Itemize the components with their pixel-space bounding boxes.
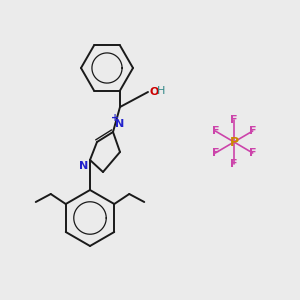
Text: N: N <box>79 161 88 171</box>
Text: O: O <box>149 87 158 97</box>
Text: F: F <box>230 159 238 169</box>
Text: F: F <box>212 148 219 158</box>
Text: F: F <box>249 126 256 136</box>
Text: +: + <box>111 113 119 123</box>
Text: H: H <box>157 86 165 96</box>
Text: F: F <box>230 115 238 125</box>
Text: F: F <box>249 148 256 158</box>
Text: P: P <box>230 136 238 148</box>
Text: N: N <box>115 119 124 129</box>
Text: F: F <box>212 126 219 136</box>
